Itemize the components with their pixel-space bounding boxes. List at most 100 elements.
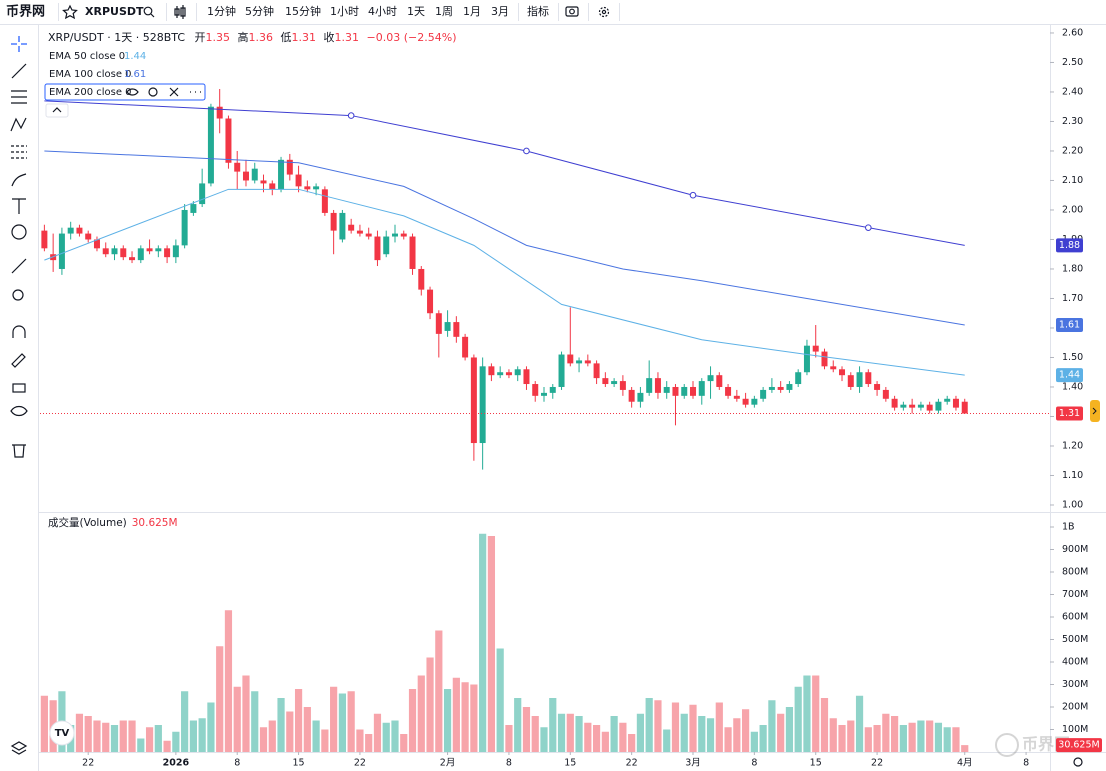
collapse-button[interactable] xyxy=(45,103,69,118)
y-tick-label: 1.00 xyxy=(1062,499,1083,510)
volume-bar xyxy=(934,722,943,752)
interval-button[interactable]: 1分钟 xyxy=(207,4,236,18)
volume-bar xyxy=(584,722,592,752)
legend-eye-icon[interactable] xyxy=(126,88,139,96)
legend-box xyxy=(44,83,206,101)
candle-body xyxy=(356,230,363,234)
x-tick-label: 22 xyxy=(626,758,638,769)
volume-bar xyxy=(610,716,618,752)
crosshair-tool[interactable] xyxy=(11,36,27,52)
volume-bar xyxy=(829,718,837,752)
text-tool[interactable] xyxy=(12,198,26,214)
candle-body xyxy=(646,378,653,393)
volume-bar xyxy=(838,725,846,752)
volume-last-label: 30.625M xyxy=(1058,740,1099,751)
candle-body xyxy=(698,381,705,396)
screenshot-icon[interactable] xyxy=(565,6,579,17)
screenshot-lens xyxy=(569,8,575,15)
logo[interactable]: 币界网 xyxy=(6,4,45,20)
volume-bar xyxy=(119,720,127,752)
x-tick-label: 15 xyxy=(564,758,576,769)
search-icon[interactable] xyxy=(143,6,153,16)
volume-bar xyxy=(496,648,504,752)
scroll-tab-icon xyxy=(1092,407,1097,415)
volume-tick-label: 600M xyxy=(1062,612,1088,623)
candle-body xyxy=(733,395,740,399)
candle-body xyxy=(558,354,565,387)
volume-bar xyxy=(470,684,478,752)
zoom-tool[interactable] xyxy=(12,289,24,301)
ohlc-value: 1.35 xyxy=(206,31,231,44)
volume-bar xyxy=(154,725,162,752)
y-tick-label: 1.40 xyxy=(1062,381,1083,392)
fib-tool[interactable] xyxy=(11,145,27,159)
y-tick-label: 1.10 xyxy=(1062,470,1083,481)
chart-type-icon[interactable] xyxy=(174,5,186,19)
y-tick-label: 1.70 xyxy=(1062,293,1083,304)
volume-bar xyxy=(216,646,224,752)
candle-body xyxy=(891,398,898,408)
hide-tool[interactable] xyxy=(10,405,28,417)
indicators-button[interactable]: 指标 xyxy=(527,4,549,18)
magnet-tool[interactable] xyxy=(12,325,26,338)
volume-bar xyxy=(426,657,434,752)
interval-button[interactable]: 1天 xyxy=(407,5,425,18)
ema-line xyxy=(44,100,965,246)
measure-tool[interactable] xyxy=(11,258,27,274)
interval-button[interactable]: 1月 xyxy=(463,5,481,18)
layers-tool[interactable] xyxy=(10,741,28,755)
candle-body xyxy=(374,236,381,261)
interval-button[interactable]: 4小时 xyxy=(368,5,397,18)
candle-body xyxy=(514,369,521,376)
axis-settings-icon[interactable] xyxy=(1073,757,1083,767)
favorite-icon[interactable] xyxy=(62,4,78,20)
change-value: −0.03 (−2.54%) xyxy=(367,31,457,44)
volume-bar xyxy=(891,716,899,752)
emoji-tool[interactable] xyxy=(11,224,27,240)
volume-bar xyxy=(347,691,355,752)
lock-tool[interactable] xyxy=(12,383,26,393)
candle-body xyxy=(628,389,635,402)
volume-bar xyxy=(435,630,443,752)
volume-bar xyxy=(715,702,723,752)
x-tick-label: 8 xyxy=(1023,758,1029,769)
interval-button[interactable]: 1小时 xyxy=(330,5,359,18)
ema-legend-name: EMA 200 close 0 xyxy=(49,87,132,98)
legend-remove-icon[interactable] xyxy=(169,87,179,97)
volume-tick-label: 1B xyxy=(1062,522,1075,533)
legend-settings-icon[interactable] xyxy=(148,87,158,97)
interval-button[interactable]: 5分钟 xyxy=(245,4,274,18)
parallel-tool[interactable] xyxy=(11,90,27,104)
pattern-tool[interactable] xyxy=(10,117,27,132)
volume-bar xyxy=(706,718,715,752)
interval-button[interactable]: 3月 xyxy=(491,5,509,18)
candle-body xyxy=(409,236,416,269)
brush-tool[interactable] xyxy=(11,173,27,187)
tv-logo[interactable] xyxy=(49,720,75,746)
drawing-tools xyxy=(10,36,28,755)
volume-bar xyxy=(855,695,864,752)
volume-bar xyxy=(540,727,548,752)
symbol[interactable]: XRPUSDT xyxy=(85,5,144,18)
ohlc-value: 1.36 xyxy=(249,31,274,44)
volume-bar xyxy=(356,729,364,752)
lock-draw-tool[interactable] xyxy=(11,353,26,368)
interval-button[interactable]: 1周 xyxy=(435,5,453,18)
candle-body xyxy=(190,204,197,213)
interval-button[interactable]: 15分钟 xyxy=(285,4,321,18)
line-tool[interactable] xyxy=(11,63,27,79)
volume-bar xyxy=(917,720,925,752)
x-tick-label: 22 xyxy=(82,758,94,769)
settings-icon[interactable] xyxy=(598,6,610,18)
candle-body xyxy=(935,401,942,411)
volume-bar xyxy=(943,727,951,752)
scroll-tab[interactable] xyxy=(1090,400,1100,422)
volume-bar xyxy=(277,698,285,752)
volume-bar xyxy=(601,731,609,752)
candle-body xyxy=(207,106,214,184)
ema-legend-name: EMA 50 close 0 xyxy=(49,51,125,62)
delete-tool[interactable] xyxy=(12,444,26,458)
volume-bar xyxy=(338,693,346,752)
candle-body xyxy=(541,392,547,396)
candle-body xyxy=(505,372,512,376)
